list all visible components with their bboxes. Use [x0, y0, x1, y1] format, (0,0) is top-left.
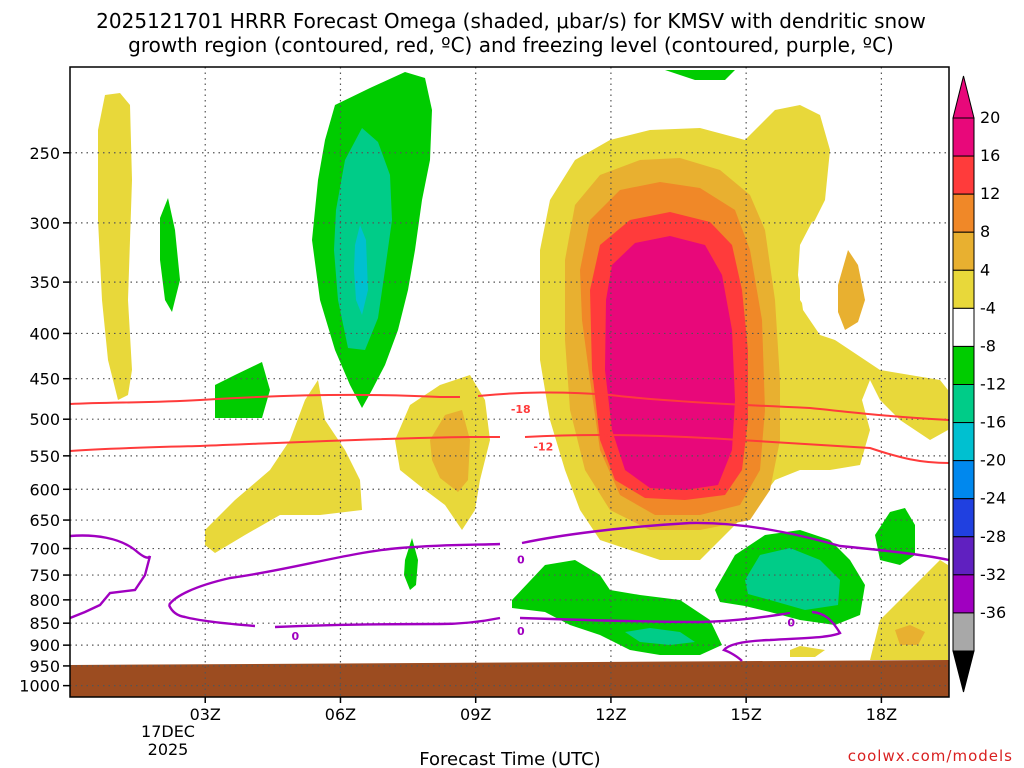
colorbar-label: -16 — [980, 413, 1006, 432]
x-tick-label: 15Z — [730, 705, 761, 724]
contour-minus18 — [69, 391, 950, 421]
chart-title-line2: growth region (contoured, red, ºC) and f… — [128, 33, 894, 57]
colorbar-label: -24 — [980, 489, 1006, 508]
omega-green-region-tiny — [404, 538, 418, 590]
colorbar-bin — [952, 612, 975, 652]
omega-yellow-region-left-column — [98, 93, 132, 400]
contour-label: 0 — [292, 630, 300, 643]
contour-label: 0 — [787, 616, 795, 629]
colorbar-bin — [952, 498, 975, 538]
colorbar-bin — [952, 231, 975, 271]
colorbar-label: 8 — [980, 222, 990, 241]
omega-teal-region-15z — [745, 548, 840, 610]
contour-minus12 — [69, 434, 950, 464]
y-tick-label: 300 — [29, 214, 60, 233]
y-tick-label: 900 — [29, 636, 60, 655]
contour-freezing-upper — [69, 521, 950, 620]
x-tick-label: 18Z — [866, 705, 897, 724]
colorbar-label: -8 — [980, 336, 996, 355]
omega-field — [98, 70, 948, 660]
y-tick-label: 650 — [29, 511, 60, 530]
colorbar-label: 16 — [980, 146, 1000, 165]
plot-frame — [69, 66, 950, 698]
colorbar-label: -4 — [980, 298, 996, 317]
omega-yellow-region-early — [205, 380, 362, 553]
x-axis-title: Forecast Time (UTC) — [419, 749, 600, 768]
colorbar-bin — [952, 460, 975, 500]
colorbar-label: -36 — [980, 603, 1006, 622]
y-tick-label: 600 — [29, 480, 60, 499]
colorbar-bin — [952, 574, 975, 614]
y-tick-label: 850 — [29, 614, 60, 633]
colorbar: 20 16 12 8 4 -4 -8 -12 -16 -20 -24 -28 -32 -36 — [952, 75, 1006, 693]
omega-yellow-region-right-bottom — [870, 560, 948, 660]
colorbar-bottom-arrow — [952, 650, 975, 693]
omega-green-region-upper-left — [160, 198, 180, 312]
omega-gold-region-right — [838, 250, 865, 330]
y-axis: 250 300 350 400 450 500 550 600 650 700 750 800 850 9… — [19, 144, 70, 696]
colorbar-bin — [952, 193, 975, 233]
contour-label: -18 — [511, 403, 531, 416]
gridlines — [70, 67, 949, 697]
x-tick-label: 03Z — [190, 705, 221, 724]
contour-label: 0 — [517, 553, 525, 566]
omega-gold-region-small-09z — [430, 410, 470, 492]
date-label-day: 17DEC — [141, 722, 195, 741]
x-tick-label: 12Z — [595, 705, 626, 724]
colorbar-bin — [952, 345, 975, 385]
omega-cyan-core-06z — [354, 225, 368, 315]
omega-yellow-region-small-dot — [790, 646, 825, 657]
omega-gold-region-bottom-right — [895, 625, 925, 645]
x-axis: 03Z 06Z 09Z 12Z 15Z 18Z — [190, 697, 897, 724]
contour-labels: -18 -12 0 0 0 0 — [292, 403, 796, 643]
colorbar-label: -32 — [980, 565, 1006, 584]
y-tick-label: 800 — [29, 591, 60, 610]
colorbar-bin — [952, 155, 975, 195]
credit-text: coolwx.com/models — [848, 747, 1013, 765]
omega-green-region-18z — [875, 508, 915, 565]
y-tick-label: 950 — [29, 657, 60, 676]
omega-green-region-480 — [215, 362, 270, 418]
colorbar-bin — [952, 117, 975, 157]
y-tick-label: 400 — [29, 324, 60, 343]
y-tick-label: 250 — [29, 144, 60, 163]
x-tick-label: 06Z — [325, 705, 356, 724]
y-tick-label: 550 — [29, 447, 60, 466]
colorbar-bin — [952, 422, 975, 462]
colorbar-label: 12 — [980, 184, 1000, 203]
colorbar-top-arrow — [952, 75, 975, 119]
omega-teal-region-13z — [625, 628, 695, 645]
colorbar-bin — [952, 269, 975, 309]
y-tick-label: 350 — [29, 273, 60, 292]
y-tick-label: 500 — [29, 410, 60, 429]
chart-title-line1: 2025121701 HRRR Forecast Omega (shaded, … — [96, 9, 926, 33]
omega-green-region-top — [665, 70, 735, 80]
colorbar-bin — [952, 384, 975, 424]
date-label-year: 2025 — [148, 740, 189, 759]
y-tick-label: 450 — [29, 370, 60, 389]
y-tick-label: 1000 — [19, 677, 60, 696]
colorbar-label: 4 — [980, 260, 990, 279]
omega-magenta-core — [605, 236, 735, 490]
contour-label: -12 — [533, 441, 553, 454]
colorbar-label: -20 — [980, 451, 1006, 470]
colorbar-label: -12 — [980, 375, 1006, 394]
x-tick-label: 09Z — [460, 705, 491, 724]
colorbar-label: 20 — [980, 108, 1000, 127]
colorbar-label: -28 — [980, 527, 1006, 546]
colorbar-bin — [952, 307, 975, 347]
y-tick-label: 700 — [29, 540, 60, 559]
y-tick-label: 750 — [29, 566, 60, 585]
contour-freezing-lower — [167, 604, 842, 662]
colorbar-bin — [952, 536, 975, 576]
surface-ground — [70, 660, 949, 697]
contour-label: 0 — [517, 625, 525, 638]
